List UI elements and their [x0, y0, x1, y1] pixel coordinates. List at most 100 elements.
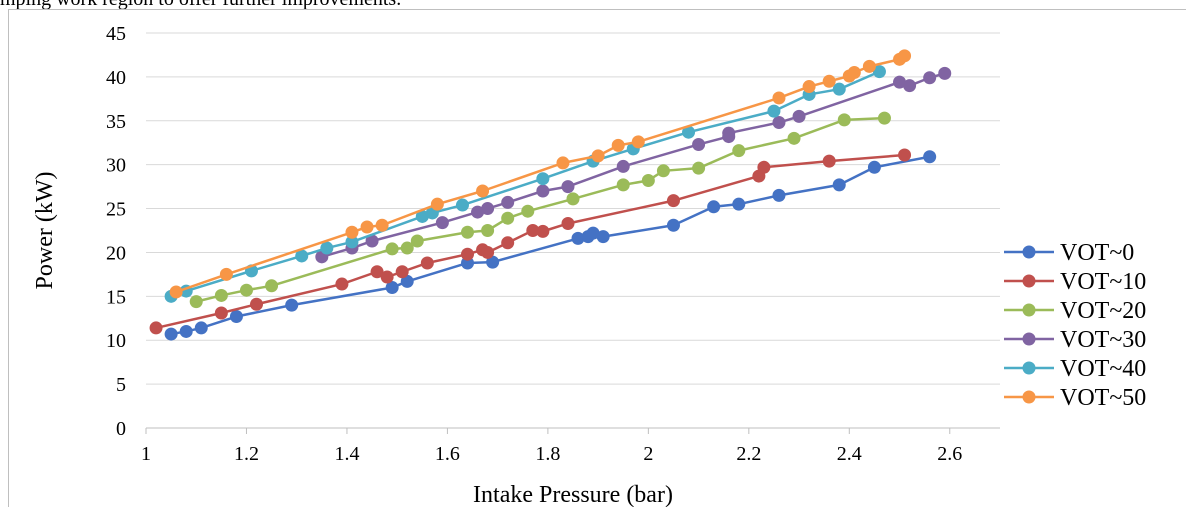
data-point [214, 288, 228, 302]
data-point [772, 188, 786, 202]
legend-label: VOT~0 [1060, 240, 1134, 266]
data-point [455, 198, 469, 212]
y-tick-label: 5 [116, 374, 126, 396]
series-4 [315, 66, 952, 264]
data-point [847, 66, 861, 79]
data-point [461, 247, 475, 261]
legend-entry: VOT~30 [1004, 327, 1146, 353]
data-point [521, 204, 535, 218]
legend-label: VOT~50 [1060, 385, 1146, 411]
legend-marker [1022, 361, 1036, 375]
data-point [666, 194, 680, 208]
data-point [923, 71, 937, 85]
x-tick-label: 2 [643, 443, 653, 465]
legend-marker [1022, 303, 1036, 317]
data-point [370, 265, 384, 279]
y-tick-label: 0 [116, 418, 126, 440]
data-point [536, 184, 550, 198]
data-point [707, 200, 721, 214]
legend-label: VOT~10 [1060, 269, 1146, 295]
gridlines [146, 32, 1000, 385]
data-point [561, 180, 575, 194]
data-point [149, 321, 163, 335]
data-point [787, 131, 801, 145]
data-point [380, 270, 394, 284]
data-point [596, 230, 610, 244]
legend-label: VOT~30 [1060, 327, 1146, 353]
legend: VOT~0 VOT~10 VOT~20 VOT~30 VOT~40 VOT~50 [1004, 240, 1146, 411]
data-point [722, 126, 736, 140]
data-point [656, 164, 670, 178]
data-point [898, 49, 912, 63]
data-point [486, 255, 500, 269]
data-point [345, 235, 359, 249]
series-1 [164, 150, 937, 341]
data-point [536, 224, 550, 238]
chart-frame [8, 9, 1186, 507]
legend-marker [1022, 332, 1036, 346]
data-point [345, 225, 359, 239]
legend-label: VOT~40 [1060, 356, 1146, 382]
data-point [772, 91, 786, 105]
data-point [481, 245, 495, 259]
data-point [415, 209, 429, 223]
data-point [395, 265, 409, 279]
data-point [189, 295, 203, 309]
data-point [867, 160, 881, 174]
data-point [179, 324, 193, 338]
data-point [898, 148, 912, 162]
legend-entry: VOT~10 [1004, 269, 1146, 295]
data-point [938, 66, 952, 80]
data-point [666, 218, 680, 232]
data-point [250, 297, 264, 311]
y-tick-label: 15 [106, 286, 126, 308]
x-axis-label: Intake Pressure (bar) [473, 482, 673, 507]
data-point [169, 285, 183, 299]
x-tick-label: 1 [141, 443, 151, 465]
data-point [832, 82, 846, 96]
y-axis-label: Power (kW) [32, 172, 58, 290]
data-point [802, 80, 816, 94]
legend-entry: VOT~0 [1004, 240, 1134, 266]
data-point [561, 216, 575, 230]
data-point [365, 234, 379, 248]
data-point [556, 156, 570, 170]
data-point [219, 267, 233, 281]
data-point [586, 226, 600, 240]
data-point [385, 242, 399, 256]
data-point [822, 154, 836, 168]
y-tick-label: 25 [106, 199, 126, 221]
legend-entry: VOT~50 [1004, 385, 1146, 411]
data-point [400, 274, 414, 288]
data-point [420, 256, 434, 270]
data-point [385, 281, 399, 295]
data-point [641, 173, 655, 187]
data-point [295, 249, 309, 263]
x-tick-label: 1.4 [334, 443, 359, 465]
data-point [732, 144, 746, 158]
data-point [692, 137, 706, 151]
x-tick-label: 1.8 [535, 443, 560, 465]
data-point [360, 220, 374, 234]
data-point [792, 109, 806, 123]
data-point [335, 277, 349, 291]
data-point [566, 192, 580, 206]
data-point [893, 75, 907, 89]
data-point [832, 178, 846, 192]
data-point [631, 135, 645, 149]
data-point [435, 216, 449, 230]
data-point [877, 111, 891, 125]
y-tick-label: 45 [106, 23, 126, 45]
data-point [772, 116, 786, 130]
data-point [862, 59, 876, 73]
data-point [501, 236, 515, 250]
data-point [571, 231, 585, 245]
caption-fragment: mping work region to offer further impro… [0, 0, 401, 11]
x-tick-label: 1.6 [435, 443, 460, 465]
data-point [822, 74, 836, 88]
data-point [501, 211, 515, 225]
series-layer [149, 49, 952, 341]
data-point [923, 150, 937, 164]
legend-label: VOT~20 [1060, 298, 1146, 324]
